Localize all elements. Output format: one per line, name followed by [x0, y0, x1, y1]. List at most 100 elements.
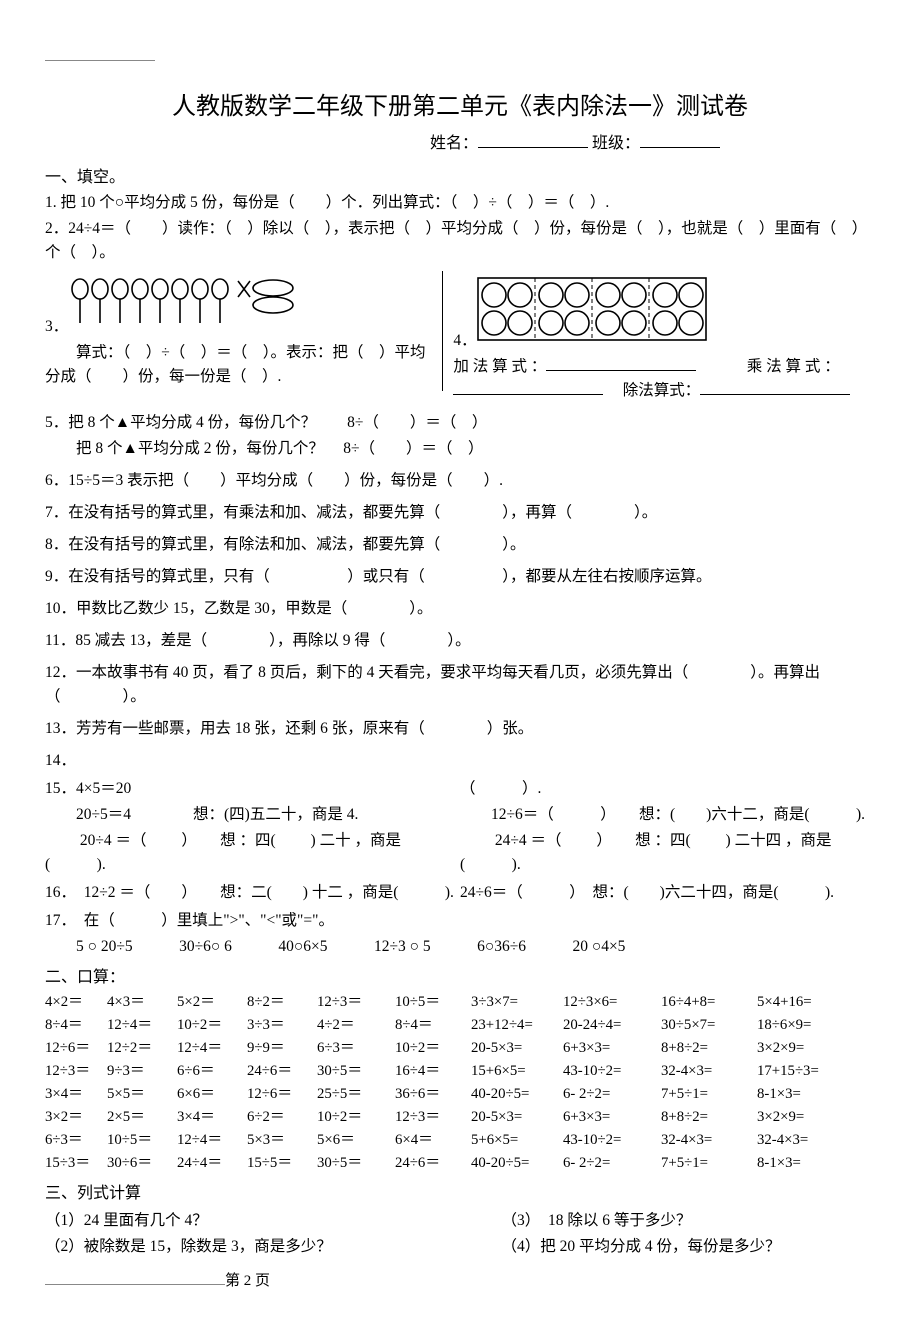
section-3-head: 三、列式计算	[45, 1179, 875, 1203]
calc-cell: 12÷4＝	[107, 1014, 177, 1037]
calc-cell: 20-5×3=	[471, 1037, 563, 1060]
page: 人教版数学二年级下册第二单元《表内除法一》测试卷 姓名： 班级： 一、填空。 1…	[0, 0, 920, 1320]
q4-div-blank	[700, 380, 850, 396]
q15-left: 15．4×5＝20 20÷5＝4 想：(四)五二十，商是 4. 20÷4 ＝（ …	[45, 775, 460, 879]
q17-line: 5 ○ 20÷5 30÷6○ 6 40○6×5 12÷3 ○ 5 6○36÷6 …	[45, 935, 875, 959]
calc-cell: 6÷3＝	[317, 1037, 395, 1060]
calc-row: 15÷3＝30÷6＝24÷4＝15÷5＝30÷5＝24÷6＝40-20÷5=6-…	[45, 1152, 875, 1175]
calc-cell: 32-4×3=	[661, 1129, 757, 1152]
calc-cell: 43-10÷2=	[563, 1129, 661, 1152]
q4-mul-label: 乘 法 算 式 ：	[747, 358, 840, 375]
calc-cell: 23+12÷4=	[471, 1014, 563, 1037]
calc-row: 3×2＝2×5＝3×4＝6÷2＝10÷2＝12÷3＝20-5×3=6+3×3=8…	[45, 1106, 875, 1129]
q16: 16． 12÷2 ＝（ ） 想：二( ) 十二 ，商是( ).	[45, 881, 460, 905]
calc-cell: 24÷6＝	[395, 1152, 471, 1175]
class-blank	[640, 132, 720, 148]
class-label: 班级：	[592, 135, 640, 152]
calc-cell: 6÷6＝	[177, 1060, 247, 1083]
calc-cell: 10÷2＝	[395, 1037, 471, 1060]
calc-cell: 40-20÷5=	[471, 1083, 563, 1106]
q2: 2．24÷4＝（ ）读作：（ ）除以（ ），表示把（ ）平均分成（ ）份，每份是…	[45, 217, 875, 265]
section-3-body: （1）24 里面有几个 4？ （2）被除数是 15，除数是 3，商是多少？ （3…	[45, 1207, 875, 1261]
q15c: 20÷4 ＝（ ） 想 ：四( ) 二十 ，商是( ).	[45, 829, 460, 877]
calc-cell: 3×4＝	[45, 1083, 107, 1106]
q15r3: 24÷4 ＝（ ） 想 ：四( ) 二十四 ，商是( ).	[460, 829, 875, 877]
calc-cell: 7+5÷1=	[661, 1083, 757, 1106]
calc-cell: 24÷6＝	[247, 1060, 317, 1083]
calc-cell: 15÷3＝	[45, 1152, 107, 1175]
q7: 7．在没有括号的算式里，有乘法和加、减法，都要先算（ ），再算（ ）。	[45, 501, 875, 525]
section-2-head: 二、口算：	[45, 963, 875, 987]
page-title: 人教版数学二年级下册第二单元《表内除法一》测试卷	[45, 86, 875, 121]
calc-cell: 6×6＝	[177, 1083, 247, 1106]
calc-cell: 10÷2＝	[177, 1014, 247, 1037]
q15a: 15．4×5＝20	[45, 777, 460, 801]
q4-num: 4．	[453, 329, 476, 353]
calc-row: 6÷3＝10÷5＝12÷4＝5×3＝5×6＝6×4＝5+6×5=43-10÷2=…	[45, 1129, 875, 1152]
calc-cell: 12÷3＝	[45, 1060, 107, 1083]
calc-cell: 8÷4＝	[395, 1014, 471, 1037]
s3-1: （1）24 里面有几个 4？	[45, 1209, 502, 1233]
calc-cell: 6×4＝	[395, 1129, 471, 1152]
q4-lines: 加 法 算 式 ： 乘 法 算 式 ： 除法算式：	[453, 355, 875, 403]
calc-row: 8÷4＝12÷4＝10÷2＝3÷3＝4÷2＝8÷4＝23+12÷4=20-24÷…	[45, 1014, 875, 1037]
calc-cell: 5×2＝	[177, 991, 247, 1014]
calc-cell: 30÷5＝	[317, 1060, 395, 1083]
q10: 10．甲数比乙数少 15，乙数是 30，甲数是（ ）。	[45, 597, 875, 621]
calc-cell: 16÷4＝	[395, 1060, 471, 1083]
calc-cell: 30÷5×7=	[661, 1014, 757, 1037]
calc-cell: 4×2＝	[45, 991, 107, 1014]
calc-cell: 12÷6＝	[45, 1037, 107, 1060]
calc-cell: 5×3＝	[247, 1129, 317, 1152]
calc-cell: 40-20÷5=	[471, 1152, 563, 1175]
calc-cell: 12÷6＝	[247, 1083, 317, 1106]
calc-cell: 8-1×3=	[757, 1152, 853, 1175]
q3-num: 3．	[45, 315, 68, 339]
calc-cell: 8-1×3=	[757, 1083, 853, 1106]
q15-row: 15．4×5＝20 20÷5＝4 想：(四)五二十，商是 4. 20÷4 ＝（ …	[45, 775, 875, 879]
calc-cell: 12÷3＝	[395, 1106, 471, 1129]
calc-cell: 10÷2＝	[317, 1106, 395, 1129]
calc-cell: 16÷4+8=	[661, 991, 757, 1014]
q17: 17． 在（ ）里填上">"、"<"或"="。	[45, 909, 875, 933]
circles-box-icon	[477, 277, 707, 349]
calc-cell: 6÷3＝	[45, 1129, 107, 1152]
q1: 1. 把 10 个○平均分成 5 份，每份是（ ）个．列出算式：（ ）÷（ ）＝…	[45, 191, 875, 215]
q4-div-label: 除法算式：	[623, 382, 701, 399]
name-class-line: 姓名： 班级：	[45, 129, 875, 153]
calc-cell: 9÷3＝	[107, 1060, 177, 1083]
calc-cell: 32-4×3=	[661, 1060, 757, 1083]
calc-cell: 6+3×3=	[563, 1037, 661, 1060]
calc-row: 12÷3＝9÷3＝6÷6＝24÷6＝30÷5＝16÷4＝15+6×5=43-10…	[45, 1060, 875, 1083]
calc-cell: 24÷4＝	[177, 1152, 247, 1175]
calc-cell: 30÷6＝	[107, 1152, 177, 1175]
calc-cell: 7+5÷1=	[661, 1152, 757, 1175]
calc-cell: 6- 2÷2=	[563, 1083, 661, 1106]
name-blank	[478, 132, 588, 148]
q12: 12．一本故事书有 40 页，看了 8 页后，剩下的 4 天看完，要求平均每天看…	[45, 661, 875, 709]
q9: 9．在没有括号的算式里，只有（ ）或只有（ ），都要从左往右按顺序运算。	[45, 565, 875, 589]
q6: 6．15÷5＝3 表示把（ ）平均分成（ ）份，每份是（ ）.	[45, 469, 875, 493]
q3-line: 算式：（ ）÷（ ）＝（ ）。表示：把（ ）平均分成（ ）份，每一份是（ ）.	[45, 341, 432, 389]
q11: 11．85 减去 13，差是（ ），再除以 9 得（ ）。	[45, 629, 875, 653]
q15b: 20÷5＝4 想：(四)五二十，商是 4.	[45, 803, 460, 827]
q16-row: 16． 12÷2 ＝（ ） 想：二( ) 十二 ，商是( ). 24÷6＝（ ）…	[45, 879, 875, 907]
calc-cell: 12÷4＝	[177, 1129, 247, 1152]
calc-grid: 4×2＝4×3＝5×2＝8÷2＝12÷3＝10÷5＝3÷3×7=12÷3×6=1…	[45, 991, 875, 1174]
calc-cell: 6+3×3=	[563, 1106, 661, 1129]
q4-add-blank	[546, 356, 696, 372]
calc-cell: 5×4+16=	[757, 991, 853, 1014]
calc-cell: 12÷4＝	[177, 1037, 247, 1060]
calc-cell: 10÷5＝	[395, 991, 471, 1014]
q3-col: 3．	[45, 271, 443, 391]
calc-cell: 3×2×9=	[757, 1037, 853, 1060]
calc-cell: 4×3＝	[107, 991, 177, 1014]
calc-cell: 15+6×5=	[471, 1060, 563, 1083]
calc-cell: 15÷5＝	[247, 1152, 317, 1175]
calc-cell: 20-24÷4=	[563, 1014, 661, 1037]
calc-cell: 4÷2＝	[317, 1014, 395, 1037]
calc-cell: 43-10÷2=	[563, 1060, 661, 1083]
calc-row: 4×2＝4×3＝5×2＝8÷2＝12÷3＝10÷5＝3÷3×7=12÷3×6=1…	[45, 991, 875, 1014]
calc-cell: 3÷3＝	[247, 1014, 317, 1037]
q15r1: （ ）.	[460, 777, 875, 801]
